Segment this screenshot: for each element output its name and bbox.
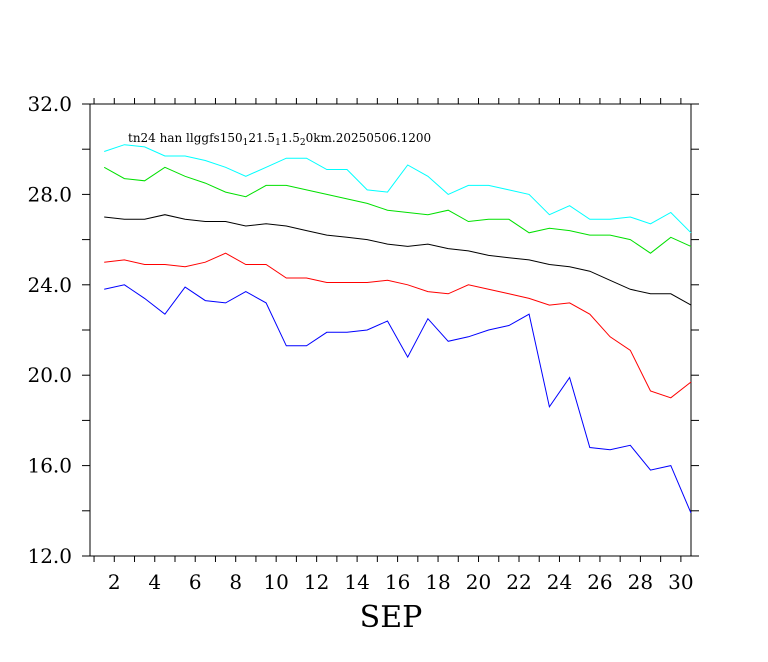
x-tick-label: 14 — [344, 570, 369, 594]
x-axis-label: SEP — [360, 600, 423, 635]
series-line-1 — [104, 144, 692, 234]
plot-frame — [89, 103, 692, 557]
y-tick-label: 32.0 — [27, 92, 72, 116]
title-segment: tn24 han llggfs150 — [128, 131, 243, 145]
x-tick-label: 2 — [108, 570, 121, 594]
x-tick-label: 24 — [547, 570, 572, 594]
y-tick-label: 20.0 — [27, 363, 72, 387]
title-segment: 0km.20250506.1200 — [306, 131, 432, 145]
x-tick-label: 4 — [148, 570, 161, 594]
series-line-3 — [104, 214, 692, 306]
series-line-2 — [103, 166, 692, 254]
x-tick-label: 26 — [587, 570, 612, 594]
y-tick-label: 28.0 — [27, 182, 72, 206]
x-tick-label: 22 — [506, 570, 531, 594]
x-axis: 2 4 6 8 10 12 14 16 18 20 22 24 26 28 30 — [93, 98, 694, 594]
y-tick-label: 16.0 — [27, 454, 72, 478]
title-segment: 21.5 — [248, 131, 275, 145]
x-tick-label: 30 — [668, 570, 693, 594]
x-tick-label: 12 — [304, 570, 329, 594]
y-tick-label: 12.0 — [27, 544, 72, 568]
series-line-5 — [104, 284, 692, 514]
x-tick-label: 16 — [385, 570, 410, 594]
x-tick-label: 18 — [425, 570, 450, 594]
title-subscript: 2 — [300, 138, 306, 148]
x-tick-label: 6 — [189, 570, 202, 594]
x-tick-label: 10 — [263, 570, 288, 594]
title-subscript: 1 — [243, 138, 249, 148]
series-line-4 — [104, 252, 692, 399]
x-tick-label: 20 — [466, 570, 491, 594]
y-tick-label: 24.0 — [27, 273, 72, 297]
plot-title: tn24 han llggfs150121.511.520km.20250506… — [128, 131, 431, 148]
x-tick-label: 8 — [229, 570, 242, 594]
y-axis: 12.0 16.0 20.0 24.0 28.0 32.0 — [27, 92, 699, 568]
title-subscript: 1 — [275, 138, 281, 148]
title-segment: 1.5 — [281, 131, 300, 145]
x-tick-label: 28 — [628, 570, 653, 594]
series-layer — [103, 144, 692, 514]
